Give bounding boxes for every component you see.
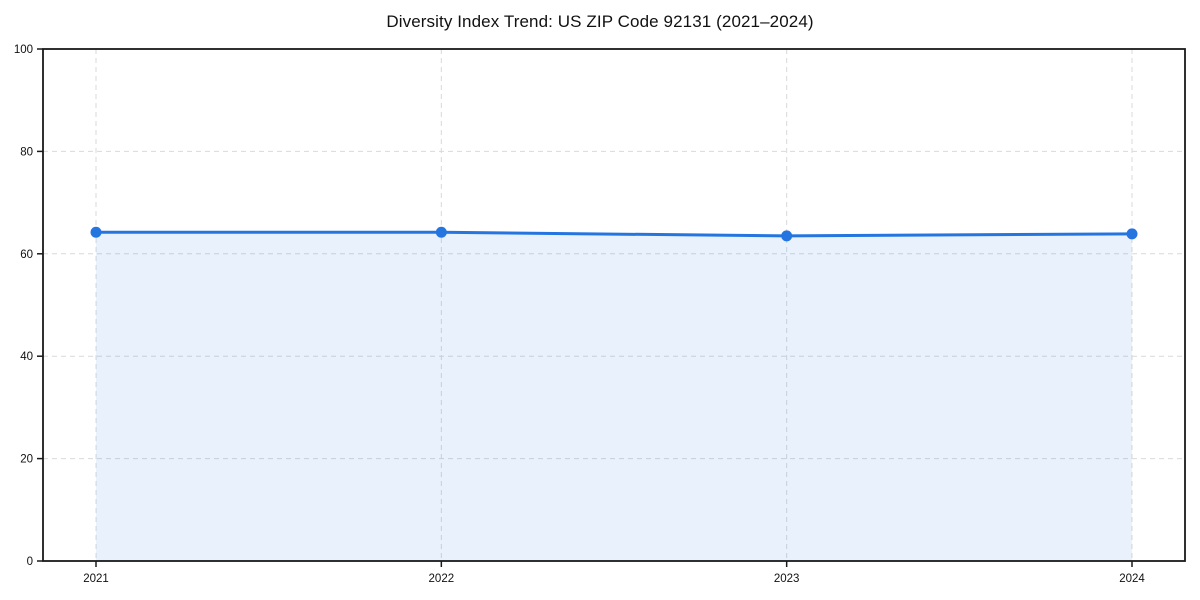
- y-tick-label: 20: [20, 454, 33, 466]
- chart-title: Diversity Index Trend: US ZIP Code 92131…: [386, 12, 814, 31]
- y-tick-label: 80: [20, 146, 33, 158]
- y-tick-label: 0: [27, 556, 33, 568]
- y-tick-label: 100: [14, 44, 33, 56]
- x-tick-label: 2024: [1119, 573, 1145, 585]
- data-point: [781, 230, 793, 242]
- x-tick-label: 2023: [774, 573, 800, 585]
- data-point: [1126, 228, 1138, 240]
- plot-border: [42, 48, 1186, 562]
- area-fill: [96, 232, 1132, 561]
- x-tick-label: 2021: [83, 573, 109, 585]
- trend-line: [94, 230, 1134, 238]
- data-point: [90, 226, 102, 238]
- y-tick-label: 40: [20, 351, 33, 363]
- x-tick-label: 2022: [429, 573, 455, 585]
- y-tick-label: 60: [20, 249, 33, 261]
- data-point: [435, 226, 447, 238]
